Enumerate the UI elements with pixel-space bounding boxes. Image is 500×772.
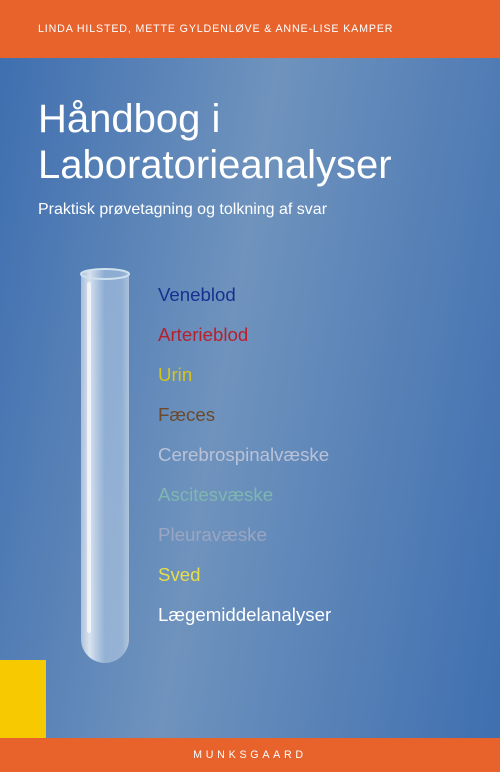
list-item: Pleuravæske [158, 524, 331, 546]
spine-color-block [0, 660, 46, 738]
sample-types-list: Veneblod Arterieblod Urin Fæces Cerebros… [158, 284, 331, 626]
title-block: Håndbog i Laboratorieanalyser Praktisk p… [38, 96, 392, 221]
list-item: Urin [158, 364, 331, 386]
publisher-name: MUNKSGAARD [193, 749, 307, 761]
list-item: Sved [158, 564, 331, 586]
list-item: Lægemiddelanalyser [158, 604, 331, 626]
author-band: LINDA HILSTED, METTE GYLDENLØVE & ANNE-L… [0, 0, 500, 58]
list-item: Veneblod [158, 284, 331, 306]
subtitle: Praktisk prøvetagning og tolkning af sva… [38, 200, 392, 221]
list-item: Cerebrospinalvæske [158, 444, 331, 466]
list-item: Arterieblod [158, 324, 331, 346]
title-line-2: Laboratorieanalyser [38, 142, 392, 188]
list-item: Ascitesvæske [158, 484, 331, 506]
author-names: LINDA HILSTED, METTE GYLDENLØVE & ANNE-L… [38, 23, 393, 35]
title-line-1: Håndbog i [38, 96, 392, 142]
publisher-band: MUNKSGAARD [0, 738, 500, 772]
test-tube-illustration [78, 268, 132, 666]
book-cover: LINDA HILSTED, METTE GYLDENLØVE & ANNE-L… [0, 0, 500, 772]
test-tube-icon [78, 268, 132, 666]
list-item: Fæces [158, 404, 331, 426]
